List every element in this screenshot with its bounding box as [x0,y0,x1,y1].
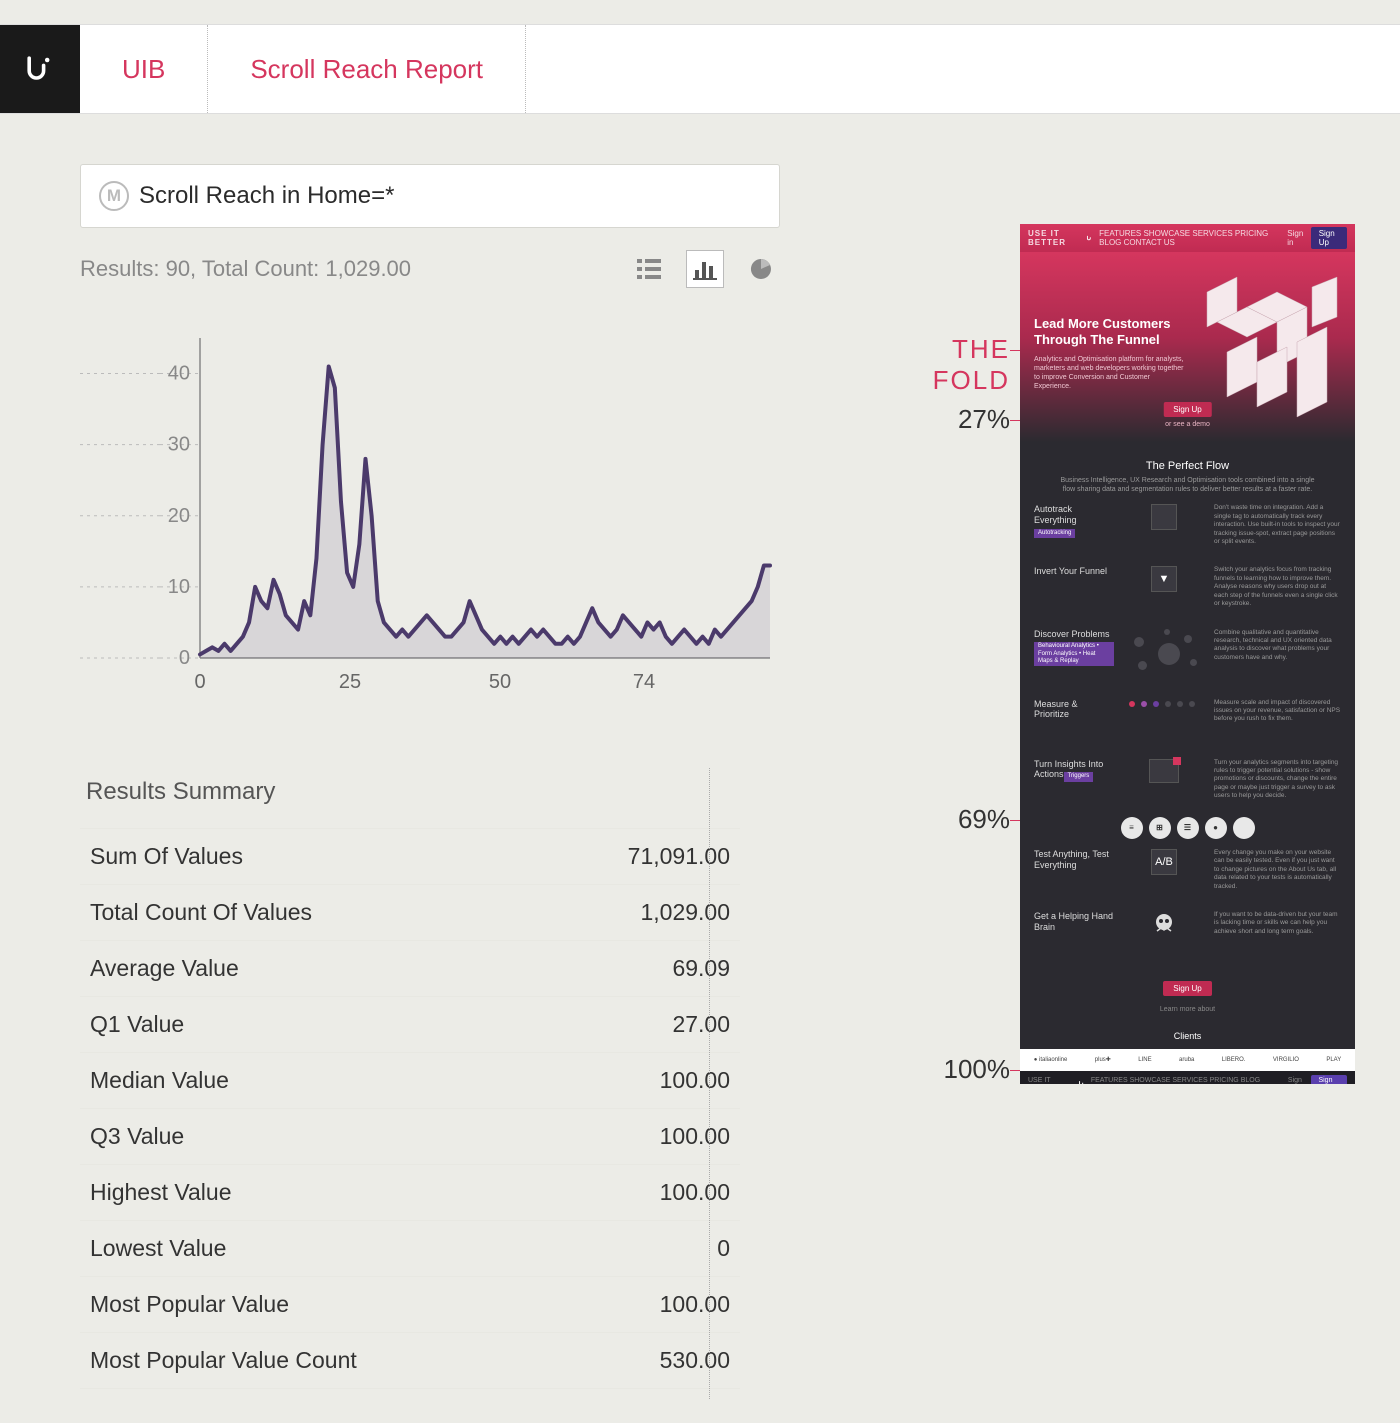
svg-text:0: 0 [179,647,190,669]
summary-row: Lowest Value0 [80,1221,740,1277]
preview-hero-title: Lead More Customers Through The Funnel [1034,316,1184,349]
top-tabs: UIB Scroll Reach Report [0,24,1400,114]
tab-scroll-reach[interactable]: Scroll Reach Report [208,25,526,113]
filter-text: Scroll Reach in Home=* [139,182,394,210]
summary-title: Results Summary [80,778,740,806]
view-bar-chart-icon[interactable] [686,250,724,288]
preview-signin: Sign in [1287,229,1304,247]
preview-feature: Autotrack EverythingAutotracking Don't w… [1020,494,1355,556]
page-preview-panel: THEFOLD 27% 69% 100% USE IT BETTER FEATU… [840,164,1340,1389]
marker-27: 27% [958,404,1010,435]
svg-text:40: 40 [168,363,190,385]
summary-row: Median Value100.00 [80,1053,740,1109]
summary-row: Total Count Of Values1,029.00 [80,885,740,941]
preview-logo: USE IT BETTER [1028,229,1080,247]
tab-uib[interactable]: UIB [80,25,208,113]
preview-feature: Test Anything, Test Everything A/B Every… [1020,839,1355,901]
svg-text:20: 20 [168,505,190,527]
summary-row: Most Popular Value Count530.00 [80,1333,740,1389]
results-count-text: Results: 90, Total Count: 1,029.00 [80,256,411,282]
view-pie-chart-icon[interactable] [742,250,780,288]
svg-text:74: 74 [633,671,655,693]
summary-row: Most Popular Value100.00 [80,1277,740,1333]
filter-box[interactable]: M Scroll Reach in Home=* [80,164,780,228]
preview-signup: Sign Up [1311,227,1347,249]
preview-clients-title: Clients [1020,1031,1355,1041]
marker-100: 100% [944,1054,1011,1085]
preview-clients-bar: ● italiaonlineplus✚LINEarubaLIBERO.VIRGI… [1020,1049,1355,1071]
svg-text:50: 50 [489,671,511,693]
svg-text:0: 0 [194,671,205,693]
marker-69: 69% [958,804,1010,835]
summary-row: Q3 Value100.00 [80,1109,740,1165]
preview-feature: Measure & Prioritize Measure scale and i… [1020,689,1355,749]
svg-text:30: 30 [168,434,190,456]
marker-the-fold: THEFOLD [933,334,1010,396]
preview-feature: Invert Your Funnel ▼ Switch your analyti… [1020,556,1355,618]
preview-feature: Get a Helping Hand Brain If you want to … [1020,901,1355,961]
hero-isometric-art [1197,262,1347,432]
preview-feature: Turn Insights Into ActionsTriggers Turn … [1020,749,1355,811]
preview-pf-title: The Perfect Flow [1020,460,1355,472]
svg-text:10: 10 [168,576,190,598]
page-screenshot-preview: USE IT BETTER FEATURES SHOWCASE SERVICES… [1020,224,1355,1084]
metric-badge-icon: M [99,181,129,211]
summary-row: Highest Value100.00 [80,1165,740,1221]
summary-divider [709,768,710,1399]
summary-row: Average Value69.09 [80,941,740,997]
preview-footer-cta: Sign Up [1163,981,1211,996]
summary-row: Sum Of Values71,091.00 [80,828,740,885]
results-summary: Results Summary Sum Of Values71,091.00To… [80,778,740,1389]
preview-pf-sub: Business Intelligence, UX Research and O… [1020,476,1355,494]
svg-text:25: 25 [339,671,361,693]
summary-row: Q1 Value27.00 [80,997,740,1053]
preview-hero-sub: Analytics and Optimisation platform for … [1034,355,1184,391]
preview-feature: Discover ProblemsBehavioural Analytics •… [1020,619,1355,689]
view-list-icon[interactable] [630,250,668,288]
preview-hero-cta: Sign Up [1163,402,1211,417]
app-logo[interactable] [0,25,80,113]
scroll-reach-chart: 0 10 20 30 40 0 25 50 74 [80,318,780,718]
